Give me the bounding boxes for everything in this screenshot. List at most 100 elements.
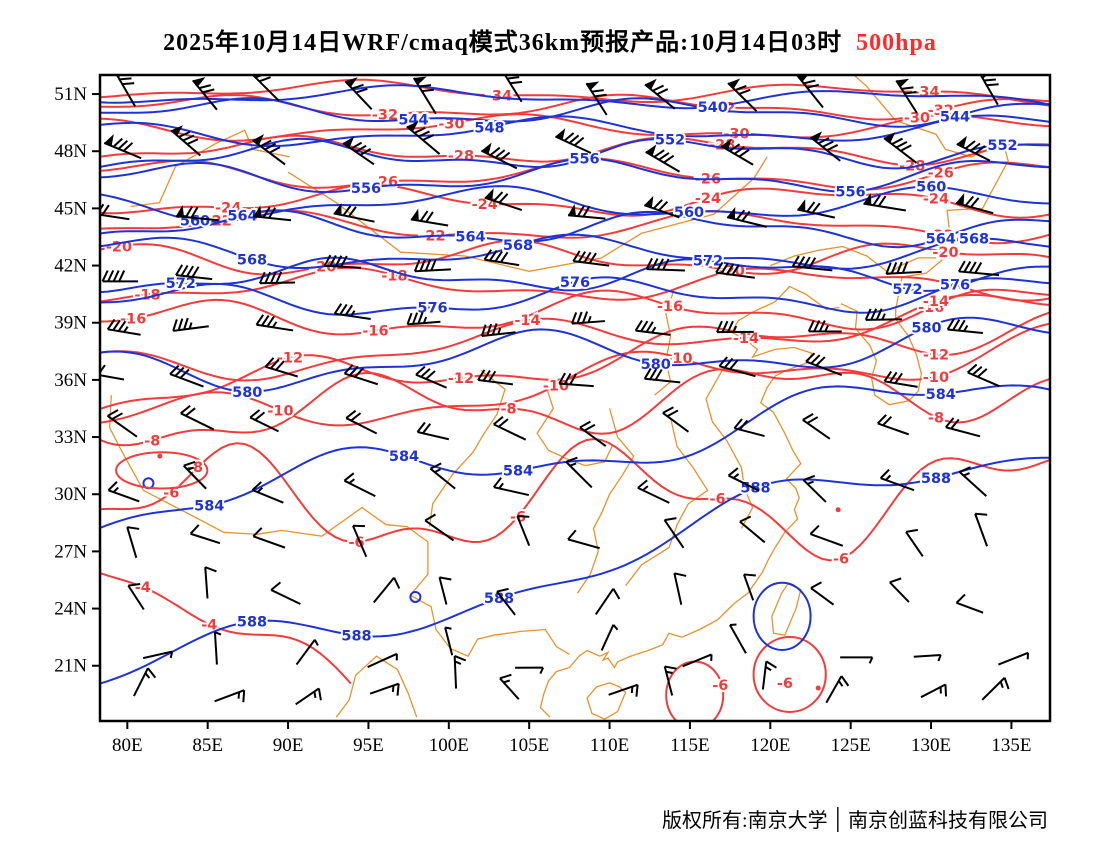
wind-barb-icon: [342, 136, 375, 166]
wind-barb-icon: [883, 132, 918, 164]
contour-label: 552: [655, 133, 685, 149]
contour-label: 580: [911, 320, 941, 336]
boundary-line: [586, 682, 627, 720]
wind-barb-icon: [662, 406, 690, 433]
contour-label: -20: [310, 260, 336, 276]
wind-barb-icon: [333, 202, 375, 223]
wind-barb-icon: [579, 420, 607, 447]
wind-barb-icon: [809, 131, 841, 162]
wind-barb-icon: [955, 593, 984, 614]
contour-label: 556: [569, 151, 599, 167]
contour-line: [100, 288, 1050, 336]
wind-barb-icon: [958, 466, 988, 497]
wind-barb-icon: [516, 515, 531, 547]
contour-label: 556: [351, 181, 381, 197]
wind-barb-icon: [410, 208, 449, 227]
contour-label: 588: [921, 471, 951, 487]
wind-barb-icon: [214, 689, 246, 703]
wind-barb-icon: [645, 144, 681, 173]
wind-barb-icon: [945, 417, 981, 438]
x-tick-label: 125E: [831, 735, 871, 756]
contour-line: [100, 233, 1050, 270]
wind-barb-icon: [720, 138, 754, 166]
wind-barb-icon: [345, 409, 378, 435]
boundary-line: [654, 290, 675, 396]
contour-label: -10: [267, 404, 293, 420]
x-tick-label: 85E: [192, 735, 223, 756]
wind-barb-icon: [499, 673, 520, 700]
wind-barb-icon: [739, 515, 766, 544]
contour-label: 560: [674, 205, 704, 221]
wind-barb-icon: [333, 303, 371, 320]
contour-label: 564: [227, 209, 257, 225]
boundary-line: [539, 285, 840, 718]
wind-barb-icon: [946, 318, 983, 334]
wind-barb-icon: [572, 250, 610, 267]
wind-barb-icon: [412, 76, 437, 115]
y-tick-label: 51N: [54, 84, 87, 105]
contour-line: [100, 93, 1050, 121]
wind-barb-icon: [415, 365, 448, 389]
y-tick-label: 21N: [54, 656, 87, 677]
wind-barb-icon: [733, 418, 765, 437]
contour-line: [100, 456, 1050, 685]
contour-label: 576: [417, 301, 447, 317]
wind-barb-icon: [251, 481, 284, 504]
contour-line: [100, 256, 1050, 294]
x-tick-label: 90E: [273, 735, 304, 756]
contour-label: 580: [232, 385, 262, 401]
contour-label: -18: [381, 268, 407, 284]
contour-label: 560: [180, 213, 210, 229]
wind-barb-icon: [981, 677, 1010, 701]
x-tick-label: 120E: [750, 735, 790, 756]
wind-barb-icon: [253, 205, 292, 222]
wind-barb-icon: [673, 572, 687, 605]
wind-barb-icon: [189, 524, 221, 545]
contour-label: 572: [892, 282, 922, 298]
wind-barb-icon: [567, 203, 606, 220]
wind-barb-icon: [107, 481, 140, 503]
copyright-prefix: 版权所有:: [662, 810, 748, 832]
wind-barb-icon: [251, 134, 286, 166]
wind-barb-icon: [883, 370, 918, 388]
wind-barb-icon: [718, 356, 756, 378]
wind-barb-icon: [172, 317, 209, 332]
wind-barb-icon: [343, 364, 379, 386]
red-spot: [835, 507, 841, 513]
contour-label: 564: [455, 229, 485, 245]
contour-label: 588: [237, 614, 267, 630]
wind-barb-icon: [133, 667, 157, 697]
wind-barb-icon: [920, 683, 948, 699]
temperature-contours-labels: -34-34-32-32-32-30-30-30-28-28-28-26-26-…: [104, 82, 970, 635]
wind-barb-icon: [554, 128, 592, 154]
wind-barb-icon: [249, 409, 279, 433]
wind-barb-icon: [889, 577, 910, 603]
wind-barb-icon: [416, 421, 450, 441]
wind-barb-icon: [270, 581, 301, 605]
wind-barb-icon: [761, 660, 777, 690]
contour-line: [100, 572, 352, 685]
wind-barb-icon: [955, 193, 994, 215]
contour-label: -16: [918, 300, 944, 316]
wind-barb-icon: [825, 675, 850, 704]
wind-barb-icon: [424, 513, 455, 542]
y-tick-label: 33N: [54, 427, 87, 448]
wind-barb-icon: [106, 318, 141, 336]
wind-barb-icon: [180, 404, 215, 431]
wind-barb-icon: [438, 576, 452, 605]
wind-barb-icon: [716, 320, 754, 334]
contour-label: -28: [448, 149, 474, 165]
boundary-line: [428, 369, 506, 527]
wind-barb-icon: [585, 81, 608, 116]
wind-barb-icon: [496, 587, 516, 616]
wind-barb-icon: [480, 323, 516, 338]
wind-barb-icon: [643, 367, 681, 384]
wind-barb-icon: [565, 456, 593, 489]
contour-label: 572: [693, 254, 723, 270]
wind-barb-icon: [493, 415, 527, 441]
wind-barb-icon: [255, 314, 294, 332]
wind-barb-icon: [742, 573, 756, 601]
plot-area: -34-34-32-32-32-30-30-30-28-28-28-26-26-…: [54, 73, 1052, 756]
